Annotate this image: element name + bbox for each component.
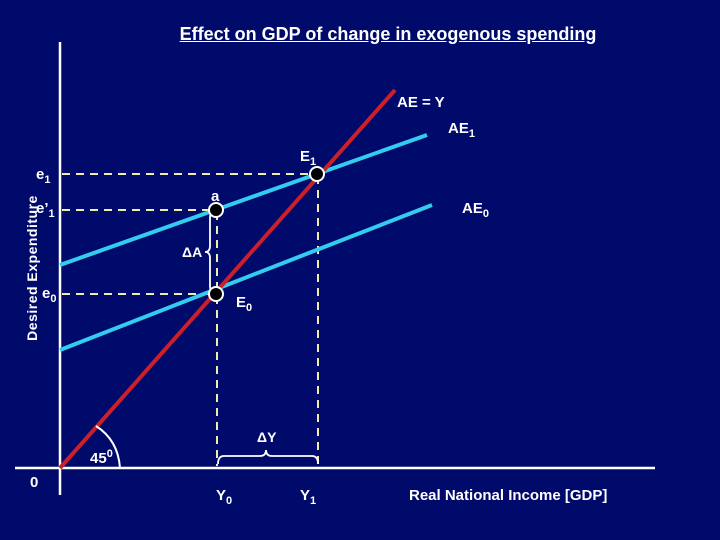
angle-arc [95, 425, 121, 469]
ae-eq-y-line [58, 88, 397, 470]
tick-origin: 0 [30, 474, 39, 491]
x-axis-label: Real National Income [GDP] [409, 487, 608, 504]
label-a: a [211, 188, 220, 205]
guide-lines [62, 173, 319, 466]
label-angle: 450 [90, 448, 113, 467]
tick-y0: Y0 [216, 487, 233, 507]
label-delta-a: ΔA [182, 244, 203, 260]
label-ae1: AE1 [448, 120, 475, 140]
ae0-line [59, 203, 433, 352]
label-ae0: AE0 [462, 200, 489, 220]
tick-e1: e1 [36, 166, 51, 186]
label-delta-y: ΔY [257, 429, 277, 445]
ae1-line [59, 133, 428, 267]
point-e0 [208, 286, 224, 302]
delta-a-brace [204, 211, 215, 293]
point-a [208, 202, 224, 218]
label-E1: E1 [300, 148, 317, 168]
chart-title: Effect on GDP of change in exogenous spe… [179, 24, 597, 44]
label-E0: E0 [236, 294, 253, 314]
point-e1 [309, 166, 325, 182]
delta-y-brace [217, 449, 319, 465]
tick-e1-prime: e’1 [36, 200, 55, 220]
label-ae-eq-y: AE = Y [397, 94, 445, 111]
tick-e0: e0 [42, 285, 57, 305]
tick-y1: Y1 [300, 487, 317, 507]
